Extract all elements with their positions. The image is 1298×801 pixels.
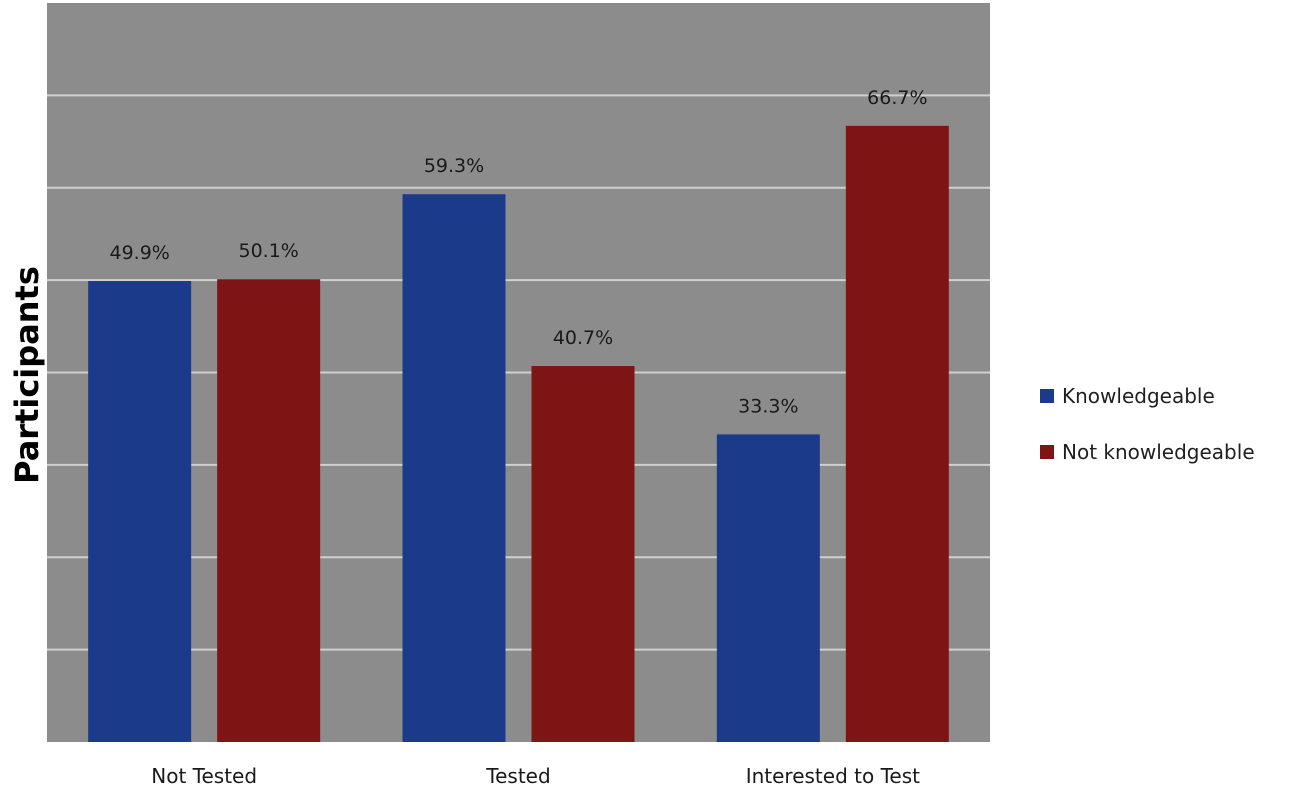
data-labels: 49.9% 50.1% 59.3% 40.7% 33.3% 66.7% [109,87,927,418]
legend-label-not-knowledgeable: Not knowledgeable [1062,440,1255,464]
bar-not-knowledgeable-tested [531,366,635,742]
bar-knowledgeable-interested-to-test [716,434,820,742]
legend-item-knowledgeable: Knowledgeable [1040,382,1298,410]
data-label: 59.3% [424,155,484,177]
gridlines [47,94,990,651]
data-label: 49.9% [109,242,169,264]
x-tick-label: Tested [485,764,550,788]
bar-not-knowledgeable-not-tested [217,279,321,742]
legend-label-knowledgeable: Knowledgeable [1062,384,1215,408]
data-label: 50.1% [238,240,298,262]
bar-not-knowledgeable-interested-to-test [845,125,949,742]
y-axis-label-container: Participants [8,266,46,484]
data-label: 66.7% [867,87,927,109]
legend-swatch-knowledgeable [1040,389,1054,403]
bars [88,125,949,742]
legend: Knowledgeable Not knowledgeable [1040,382,1298,494]
legend-item-not-knowledgeable: Not knowledgeable [1040,438,1298,466]
x-tick-labels: Not Tested Tested Interested to Test [151,764,920,788]
data-label: 33.3% [738,395,798,417]
bar-knowledgeable-not-tested [88,281,192,742]
y-axis-label: Participants [8,266,46,484]
bar-knowledgeable-tested [402,194,506,742]
x-tick-label: Not Tested [151,764,257,788]
legend-swatch-not-knowledgeable [1040,445,1054,459]
x-tick-label: Interested to Test [746,764,920,788]
data-label: 40.7% [553,327,613,349]
